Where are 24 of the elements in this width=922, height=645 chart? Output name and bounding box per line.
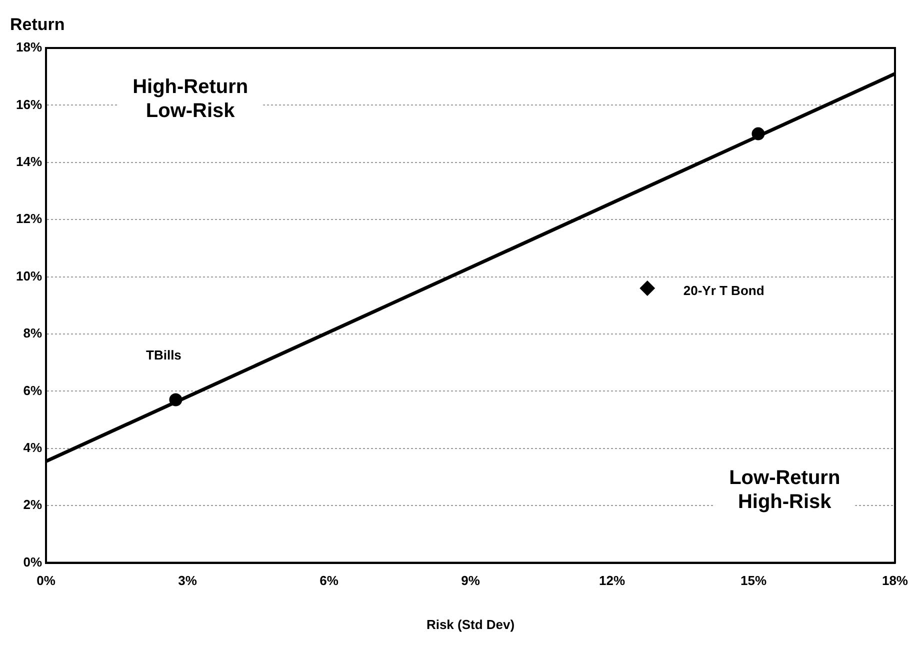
y-tick-label: 0% <box>23 554 42 570</box>
annotation: High-Return Low-Risk <box>132 76 248 122</box>
y-tick-label: 18% <box>16 40 42 55</box>
annotation: TBills <box>146 347 182 362</box>
y-axis-title: Return <box>10 15 65 34</box>
y-tick-label: 4% <box>23 440 42 455</box>
point <box>640 280 655 296</box>
y-tick-label: 12% <box>16 211 42 226</box>
y-tick-label: 14% <box>16 154 42 169</box>
x-tick-label: 3% <box>178 573 198 588</box>
x-tick-label: 0% <box>36 573 56 588</box>
y-tick-label: 6% <box>23 382 42 398</box>
y-tick-label: 16% <box>16 96 42 112</box>
x-tick-label: 15% <box>740 573 767 588</box>
x-tick-label: 6% <box>320 573 339 588</box>
x-tick-label: 9% <box>461 573 480 588</box>
annotation: Low-Return High-Risk <box>729 467 840 514</box>
x-axis-title: Risk (Std Dev) <box>426 616 515 632</box>
y-tick-label: 10% <box>16 268 42 284</box>
annotation: 20-Yr T Bond <box>683 282 764 298</box>
y-tick-label: 8% <box>23 326 42 341</box>
x-tick-label: 12% <box>598 573 626 588</box>
y-tick-label: 2% <box>23 497 42 512</box>
x-tick-label: 18% <box>882 573 908 588</box>
